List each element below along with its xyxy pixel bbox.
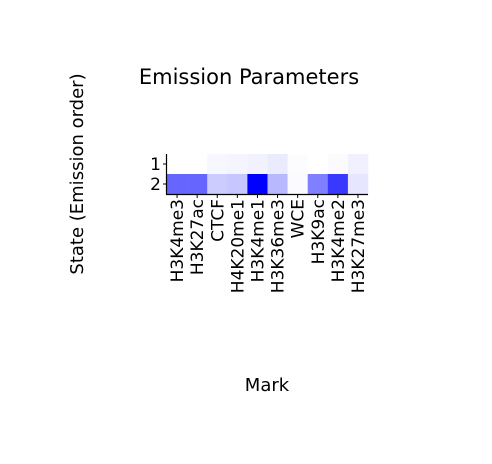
- heatmap-cell-state-1-ctcf: [207, 154, 228, 175]
- heatmap-cell-state-1-h3k4me3: [167, 154, 188, 175]
- heatmap-cell-state-2-h3k4me2: [327, 174, 349, 195]
- heatmap-cell-state-1-h3k4me2: [327, 154, 349, 175]
- x-tick-label-wce: WCE: [289, 199, 309, 238]
- x-tick-label-h3k27ac: H3K27ac: [188, 199, 208, 275]
- heatmap-cell-state-2-h3k27ac: [187, 174, 208, 195]
- x-tick-label-h3k4me3: H3K4me3: [168, 199, 188, 282]
- heatmap-cell-state-2-ctcf: [207, 174, 228, 195]
- heatmap-cell-state-2-wce: [287, 174, 308, 195]
- x-tick-label-h3k27me3: H3K27me3: [349, 199, 369, 293]
- heatmap-cell-state-1-h4k20me1: [227, 154, 248, 175]
- heatmap-cell-state-1-h3k27me3: [347, 154, 369, 175]
- heatmap-cell-state-1-h3k9ac: [307, 154, 329, 175]
- x-tick-label-h3k4me2: H3K4me2: [329, 199, 349, 282]
- x-tick-label-h3k9ac: H3K9ac: [309, 199, 329, 264]
- x-tick-label-ctcf: CTCF: [208, 199, 228, 242]
- x-tick-label-h4k20me1: H4K20me1: [228, 199, 248, 293]
- heatmap-cell-state-2-h3k27me3: [347, 174, 369, 195]
- y-tick-label: 1: [150, 155, 161, 175]
- heatmap-cells: [167, 154, 369, 195]
- heatmap-cell-state-1-h3k4me1: [247, 154, 268, 175]
- y-tick-label: 2: [150, 175, 161, 195]
- heatmap-cell-state-1-h3k36me3: [267, 154, 288, 175]
- heatmap-cell-state-1-h3k27ac: [187, 154, 208, 175]
- x-tick-label-h3k36me3: H3K36me3: [269, 199, 289, 293]
- x-axis-label: Mark: [245, 375, 290, 396]
- heatmap-cell-state-2-h3k4me3: [167, 174, 188, 195]
- heatmap-axes: [165, 154, 368, 196]
- x-tick-label-h3k4me1: H3K4me1: [248, 199, 268, 282]
- y-axis-label: State (Emission order): [67, 73, 88, 274]
- y-tick-labels: 12: [150, 155, 167, 195]
- heatmap-cell-state-2-h3k36me3: [267, 174, 288, 195]
- heatmap-cell-state-1-wce: [287, 154, 308, 175]
- heatmap-cell-state-2-h3k9ac: [307, 174, 329, 195]
- heatmap-cell-state-2-h3k4me1: [247, 174, 268, 195]
- chart-title: Emission Parameters: [139, 65, 359, 89]
- heatmap-cell-state-2-h4k20me1: [227, 174, 248, 195]
- x-tick-labels: H3K4me3 H3K27ac CTCF H4K20me1 H3K4me1 H3K36me…: [168, 194, 369, 293]
